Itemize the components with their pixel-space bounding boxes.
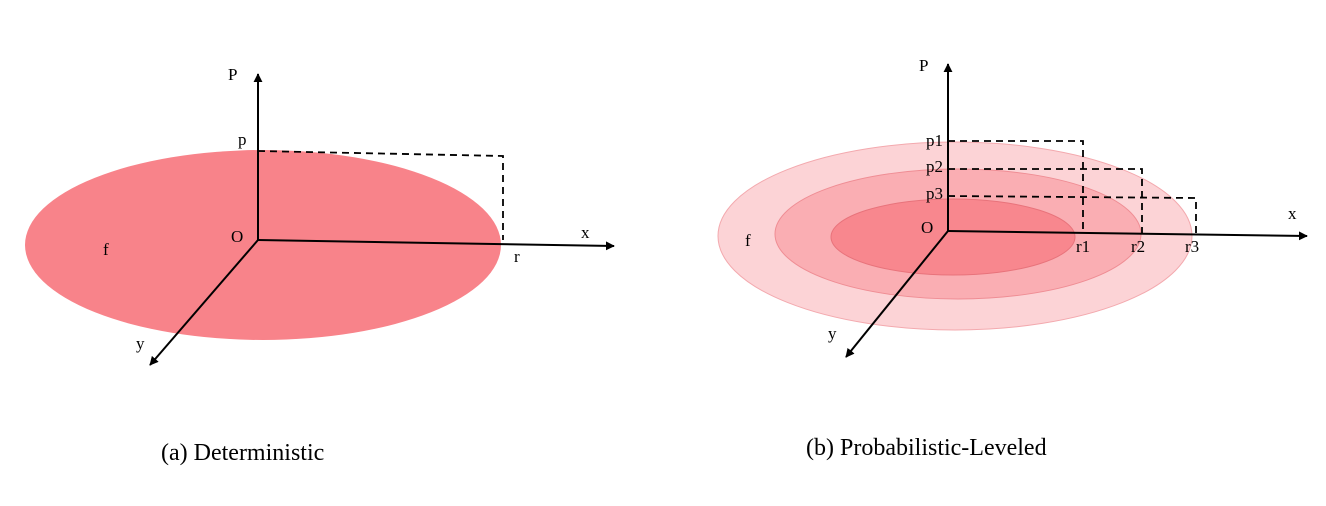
caption-a: (a) Deterministic <box>161 440 324 466</box>
dashed-guide <box>257 150 504 240</box>
label-x: x <box>581 223 590 242</box>
label-f: f <box>103 240 109 259</box>
label-r: r <box>514 247 520 266</box>
region-f <box>25 150 501 340</box>
label-p2: p2 <box>926 157 943 176</box>
label-y-b: y <box>828 324 837 343</box>
label-p-axis: P <box>228 65 237 84</box>
label-p1: p1 <box>926 131 943 150</box>
dashed-guide-1 <box>948 140 1084 232</box>
region-inner <box>830 198 1076 276</box>
y-axis-b <box>845 230 949 358</box>
x-axis-b <box>947 230 1308 241</box>
panel-probabilistic-leveled: P p1 p2 p3 O x r1 r2 r3 f y (b) Probabil… <box>717 56 1308 461</box>
caption-b: (b) Probabilistic-Leveled <box>806 435 1047 461</box>
label-p-axis-b: P <box>919 56 928 75</box>
label-r2: r2 <box>1131 237 1145 256</box>
label-f-b: f <box>745 231 751 250</box>
dashed-guide-2 <box>948 168 1143 233</box>
label-p: p <box>238 130 247 149</box>
x-axis <box>257 239 615 251</box>
y-axis <box>149 239 259 366</box>
label-r1: r1 <box>1076 237 1090 256</box>
label-r3: r3 <box>1185 237 1199 256</box>
label-x-b: x <box>1288 204 1297 223</box>
label-p3: p3 <box>926 184 943 203</box>
label-origin-b: O <box>921 218 933 237</box>
panel-deterministic: P p O x r f y (a) Deterministic <box>25 65 615 466</box>
label-origin: O <box>231 227 243 246</box>
label-y: y <box>136 334 145 353</box>
